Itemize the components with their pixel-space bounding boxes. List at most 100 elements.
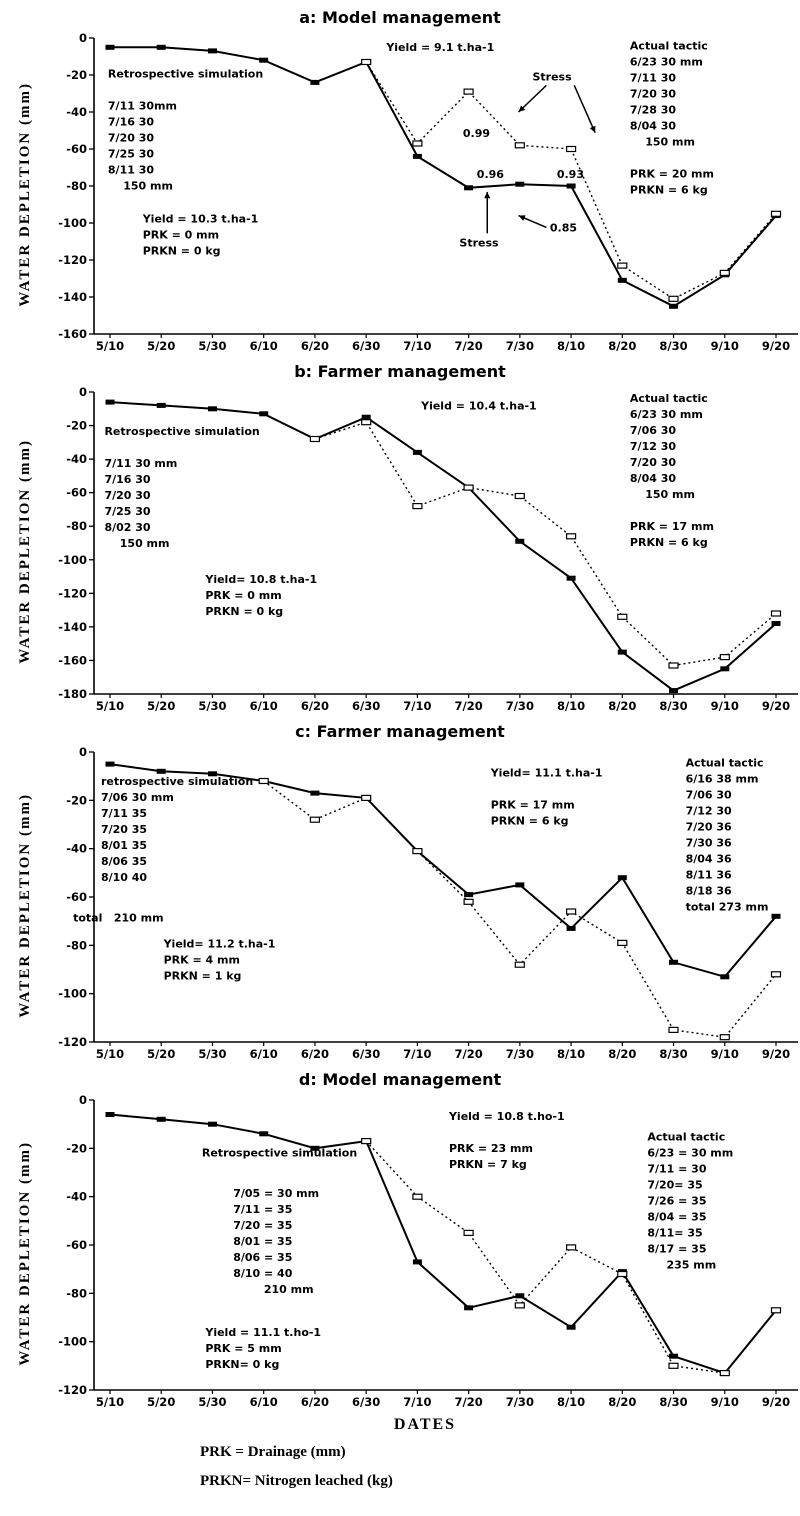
chart-panel-c: c: Farmer management WATER DEPLETION (mm… <box>0 720 800 1066</box>
svg-text:0.96: 0.96 <box>477 168 504 181</box>
svg-text:8/10: 8/10 <box>557 1395 585 1409</box>
svg-text:-80: -80 <box>66 519 87 533</box>
svg-text:6/10: 6/10 <box>250 1395 278 1409</box>
svg-text:7/30: 7/30 <box>506 1047 534 1061</box>
chart-row-c: WATER DEPLETION (mm) 0 -20 -40 -60 -80 -100 -1… <box>0 744 800 1066</box>
svg-text:-40: -40 <box>66 842 87 856</box>
chart-svg: 0 -20 -40 -60 -80 -100 -120 5/10 5/20 5/30 6/10 6/2… <box>58 745 798 1061</box>
svg-text:-60: -60 <box>66 890 87 904</box>
svg-text:-80: -80 <box>66 938 87 952</box>
svg-text:0.85: 0.85 <box>550 222 577 235</box>
svg-text:-120: -120 <box>58 1035 87 1049</box>
chart-row-b: WATER DEPLETION (mm) 0 -20 -40 -60 -80 -100 -1… <box>0 384 800 718</box>
svg-text:-20: -20 <box>66 68 87 82</box>
svg-text:6/10: 6/10 <box>250 339 278 353</box>
svg-text:5/20: 5/20 <box>147 699 175 713</box>
chart-title-c: c: Farmer management <box>295 722 505 741</box>
svg-text:5/20: 5/20 <box>147 1047 175 1061</box>
svg-text:8/30: 8/30 <box>659 699 687 713</box>
svg-text:Stress: Stress <box>459 236 499 249</box>
svg-text:8/20: 8/20 <box>608 1047 636 1061</box>
svg-text:Yield= 11.1 t.ha-1 PRK = 17 mm: Yield= 11.1 t.ha-1 PRK = 17 mm PRKN = 6 k… <box>490 767 603 828</box>
svg-text:6/20: 6/20 <box>301 699 329 713</box>
svg-text:8/20: 8/20 <box>608 339 636 353</box>
svg-text:-40: -40 <box>66 1190 87 1204</box>
y-axis-label-text: WATER DEPLETION (mm) <box>16 1140 33 1366</box>
svg-text:-160: -160 <box>58 327 87 341</box>
svg-text:8/10: 8/10 <box>557 1047 585 1061</box>
svg-text:7/10: 7/10 <box>403 1395 431 1409</box>
chart-svg: 0 -20 -40 -60 -80 -100 -120 5/10 5/20 5/30 6/10 6/2… <box>58 1093 798 1409</box>
chart-title-b: b: Farmer management <box>294 362 506 381</box>
svg-text:Retrospective simulation: Retrospective simulation <box>202 1146 357 1159</box>
svg-text:-40: -40 <box>66 105 87 119</box>
chart-row-d: WATER DEPLETION (mm) 0 -20 -40 -60 -80 -100 -1… <box>0 1092 800 1414</box>
svg-text:-140: -140 <box>58 620 87 634</box>
svg-text:6/20: 6/20 <box>301 1047 329 1061</box>
svg-text:5/30: 5/30 <box>198 339 226 353</box>
svg-text:-60: -60 <box>66 486 87 500</box>
svg-text:9/10: 9/10 <box>711 339 739 353</box>
svg-text:8/20: 8/20 <box>608 1395 636 1409</box>
svg-text:7/20: 7/20 <box>455 699 483 713</box>
svg-text:5/30: 5/30 <box>198 699 226 713</box>
chart-row-a: WATER DEPLETION (mm) 0 -20 -40 -60 -80 -100 -1… <box>0 30 800 358</box>
svg-text:9/10: 9/10 <box>711 699 739 713</box>
svg-text:6/30: 6/30 <box>352 699 380 713</box>
svg-text:6/20: 6/20 <box>301 339 329 353</box>
svg-text:-60: -60 <box>66 142 87 156</box>
chart-title-d: d: Model management <box>298 1070 502 1089</box>
chart-plot-a: 0 -20 -40 -60 -80 -100 -120 -140 -160 5/10 5/20 5/3… <box>50 30 800 358</box>
svg-text:9/20: 9/20 <box>762 1047 790 1061</box>
svg-text:0.99: 0.99 <box>463 127 490 140</box>
chart-panel-b: b: Farmer management WATER DEPLETION (mm… <box>0 360 800 718</box>
chart-panel-a: a: Model management WATER DEPLETION (mm)… <box>0 6 800 358</box>
svg-text:7/20: 7/20 <box>455 339 483 353</box>
chart-plot-c: 0 -20 -40 -60 -80 -100 -120 5/10 5/20 5/30 6/10 6/2… <box>50 744 800 1066</box>
svg-text:5/10: 5/10 <box>96 1047 124 1061</box>
svg-text:-120: -120 <box>58 253 87 267</box>
svg-text:-80: -80 <box>66 1286 87 1300</box>
figure-legend: PRK = Drainage (mm) PRKN= Nitrogen leach… <box>0 1438 800 1516</box>
chart-panel-d: d: Model management WATER DEPLETION (mm)… <box>0 1068 800 1414</box>
chart-svg: 0 -20 -40 -60 -80 -100 -120 -140 -160 -180 5/10 5/2… <box>58 385 798 713</box>
svg-text:9/20: 9/20 <box>762 1395 790 1409</box>
y-axis-label-text: WATER DEPLETION (mm) <box>16 792 33 1018</box>
svg-text:6/30: 6/30 <box>352 1395 380 1409</box>
svg-text:8/10: 8/10 <box>557 699 585 713</box>
svg-text:9/20: 9/20 <box>762 699 790 713</box>
svg-text:-20: -20 <box>66 793 87 807</box>
svg-text:-180: -180 <box>58 687 87 701</box>
svg-text:9/20: 9/20 <box>762 339 790 353</box>
svg-text:0.93: 0.93 <box>557 168 584 181</box>
svg-text:5/10: 5/10 <box>96 1395 124 1409</box>
svg-text:8/30: 8/30 <box>659 1047 687 1061</box>
svg-text:9/10: 9/10 <box>711 1047 739 1061</box>
svg-text:6/20: 6/20 <box>301 1395 329 1409</box>
svg-text:-100: -100 <box>58 987 87 1001</box>
y-axis-label-d: WATER DEPLETION (mm) <box>0 1092 50 1414</box>
svg-text:7/05 = 30 mm7/11 = 357/20 = 35: 7/05 = 30 mm 7/11 = 35 7/20 = 35 8/01 = 35 8… <box>233 1187 319 1296</box>
svg-text:8/10: 8/10 <box>557 339 585 353</box>
svg-text:-60: -60 <box>66 1238 87 1252</box>
svg-text:8/20: 8/20 <box>608 699 636 713</box>
svg-text:7/20: 7/20 <box>455 1047 483 1061</box>
y-axis-label-a: WATER DEPLETION (mm) <box>0 30 50 358</box>
svg-text:5/10: 5/10 <box>96 699 124 713</box>
legend-prk: PRK = Drainage (mm) <box>200 1444 346 1460</box>
svg-text:Retrospective simulation 7/11: Retrospective simulation 7/11 30 mm 7/16 … <box>104 425 259 550</box>
svg-text:6/30: 6/30 <box>352 1047 380 1061</box>
svg-text:0: 0 <box>79 31 87 45</box>
chart-plot-b: 0 -20 -40 -60 -80 -100 -120 -140 -160 -180 5/10 5/2… <box>50 384 800 718</box>
svg-text:-80: -80 <box>66 179 87 193</box>
svg-text:Yield = 10.8 t.ho-1 PRK = 23 m: Yield = 10.8 t.ho-1 PRK = 23 mm PRKN = 7 … <box>448 1110 565 1171</box>
svg-text:0: 0 <box>79 385 87 399</box>
